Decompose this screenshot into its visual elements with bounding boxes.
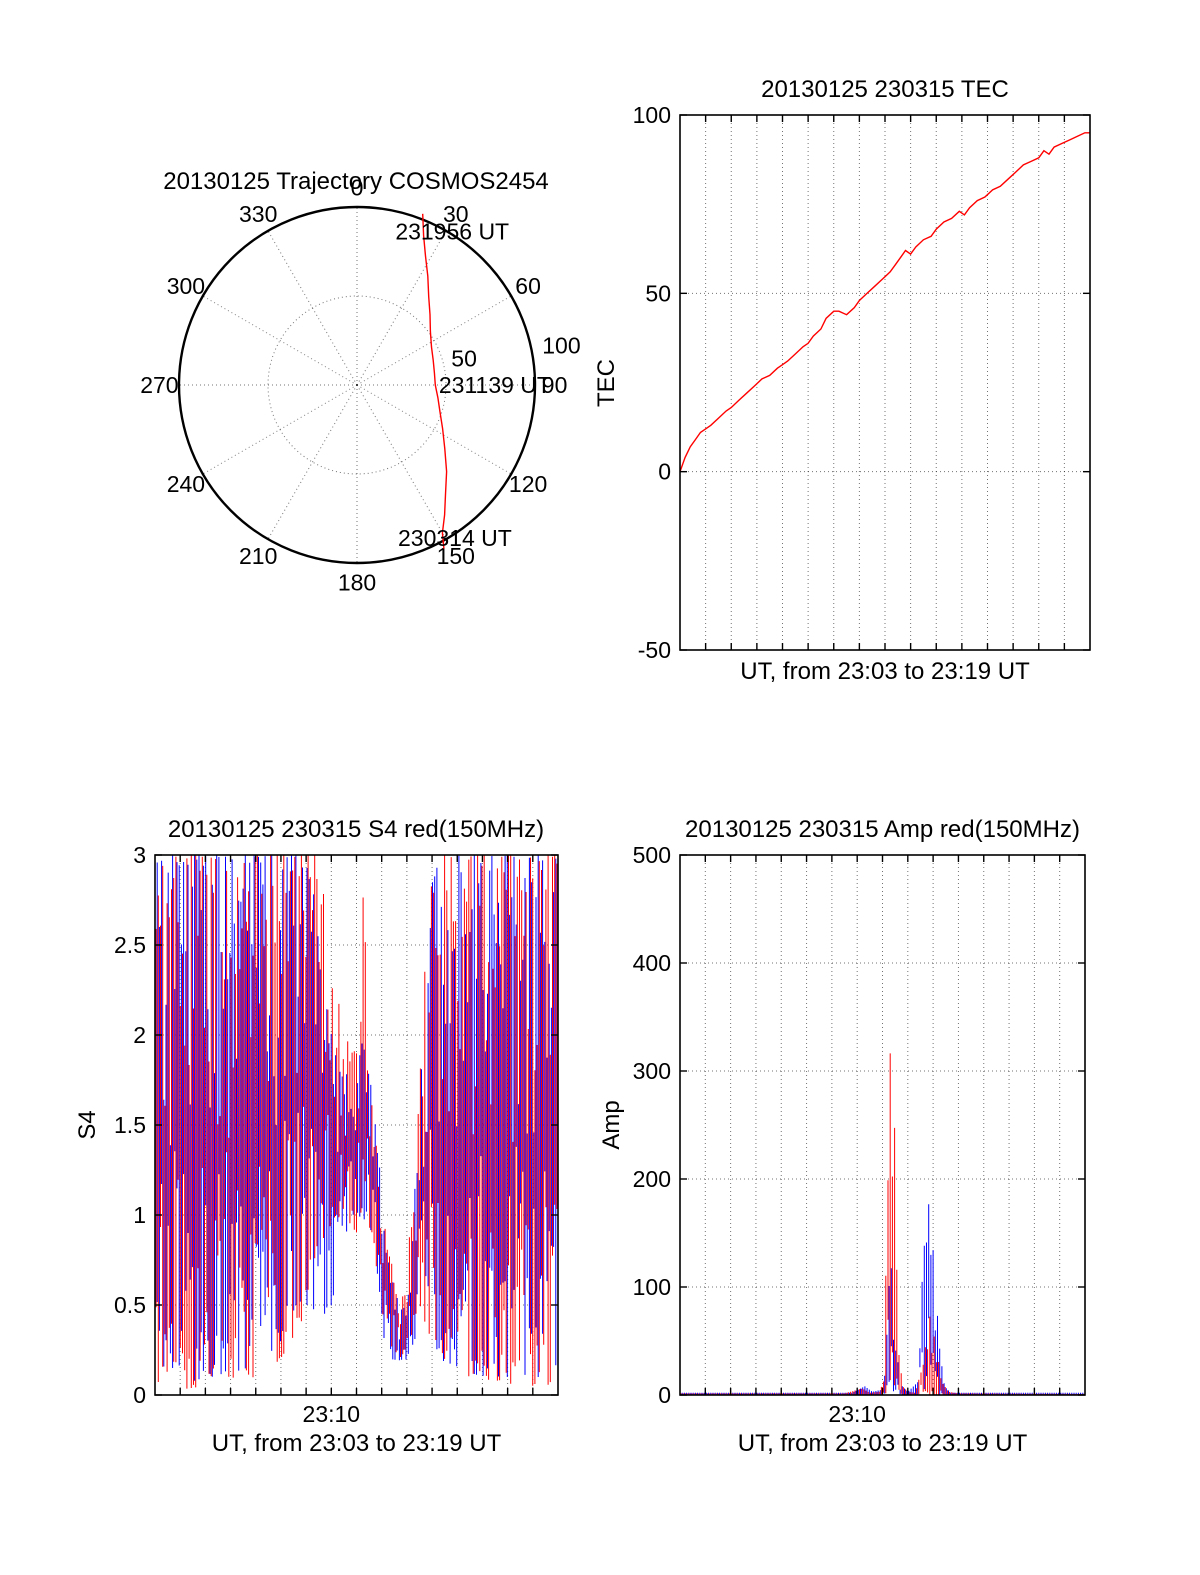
ytick-label: 50 xyxy=(645,280,671,306)
ytick-label: 100 xyxy=(633,102,671,128)
ytick-label: 500 xyxy=(633,842,671,868)
ytick-label: 1.5 xyxy=(114,1112,146,1138)
amp-title: 20130125 230315 Amp red(150MHz) xyxy=(685,816,1080,843)
series-TEC-red xyxy=(679,132,1090,472)
polar-outline xyxy=(177,205,537,565)
series-S4-red xyxy=(155,855,558,1389)
azimuth-label: 120 xyxy=(509,471,547,497)
polar-spoke xyxy=(356,230,447,386)
ytick-label: 100 xyxy=(633,1274,671,1300)
azimuth-label: 210 xyxy=(239,543,277,569)
polar-grid-circle xyxy=(267,295,447,475)
trajectory-title: 20130125 Trajectory COSMOS2454 xyxy=(163,168,549,195)
polar-spoke xyxy=(356,295,512,386)
ytick-label: 2 xyxy=(133,1022,146,1048)
s4-title: 20130125 230315 S4 red(150MHz) xyxy=(167,816,545,843)
polar-spoke xyxy=(267,384,358,540)
tec-ylabel: TEC xyxy=(593,359,620,407)
amp-ylabel: Amp xyxy=(598,1100,625,1150)
ytick-label: 0.5 xyxy=(114,1292,146,1318)
amp-xlabel: UT, from 23:03 to 23:19 UT xyxy=(737,1430,1028,1457)
azimuth-label: 60 xyxy=(515,273,541,299)
annotation-231139-UT: 231139 UT xyxy=(439,372,551,398)
tec-title: 20130125 230315 TEC xyxy=(761,76,1009,103)
azimuth-label: 270 xyxy=(140,372,178,398)
azimuth-label: 240 xyxy=(167,471,205,497)
tec-xlabel: UT, from 23:03 to 23:19 UT xyxy=(740,658,1030,685)
radial-label: 100 xyxy=(542,332,580,358)
ytick-label: 2.5 xyxy=(114,932,146,958)
xtick-label: 23:10 xyxy=(303,1401,361,1427)
ytick-label: 0 xyxy=(658,1382,671,1408)
azimuth-label: 0 xyxy=(351,174,364,200)
annotation-231956-UT: 231956 UT xyxy=(395,218,509,244)
ytick-label: 300 xyxy=(633,1058,671,1084)
ytick-label: -50 xyxy=(638,637,671,663)
xtick-label: 23:10 xyxy=(828,1401,886,1427)
azimuth-label: 180 xyxy=(338,570,376,596)
ytick-label: 200 xyxy=(633,1166,671,1192)
ytick-label: 1 xyxy=(133,1202,146,1228)
s4-xlabel: UT, from 23:03 to 23:19 UT xyxy=(211,1430,502,1457)
ytick-label: 3 xyxy=(133,842,146,868)
annotation-230314-UT: 230314 UT xyxy=(398,525,512,551)
azimuth-label: 30 xyxy=(443,201,469,227)
polar-spoke xyxy=(356,384,512,475)
azimuth-label: 90 xyxy=(542,372,568,398)
radial-label: 50 xyxy=(451,345,477,371)
s4-ylabel: S4 xyxy=(74,1110,101,1140)
series-trajectory-red xyxy=(422,213,448,549)
ytick-label: 0 xyxy=(133,1382,146,1408)
ytick-label: 0 xyxy=(658,459,671,485)
ytick-label: 400 xyxy=(633,950,671,976)
azimuth-label: 330 xyxy=(239,201,277,227)
azimuth-label: 300 xyxy=(167,273,205,299)
polar-spoke xyxy=(202,295,358,386)
azimuth-label: 150 xyxy=(437,543,475,569)
